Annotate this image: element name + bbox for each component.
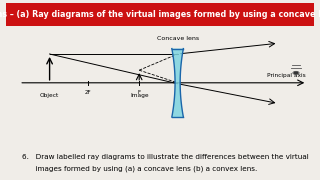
- Text: 6.   Draw labelled ray diagrams to illustrate the differences between the virtua: 6. Draw labelled ray diagrams to illustr…: [22, 154, 309, 160]
- Text: 6. Ans – (a) Ray diagrams of the virtual images formed by using a concave lens.: 6. Ans – (a) Ray diagrams of the virtual…: [0, 10, 320, 19]
- Text: 2F: 2F: [85, 90, 91, 95]
- Text: F: F: [138, 90, 141, 95]
- Circle shape: [293, 71, 299, 74]
- Text: Concave lens: Concave lens: [156, 36, 199, 41]
- Polygon shape: [172, 49, 183, 117]
- Text: Principal axis: Principal axis: [267, 73, 306, 78]
- Bar: [6, 3, 314, 26]
- Text: images formed by using (a) a concave lens (b) a convex lens.: images formed by using (a) a concave len…: [22, 165, 258, 172]
- Ellipse shape: [293, 71, 299, 75]
- Text: Image: Image: [130, 93, 148, 98]
- Text: Object: Object: [40, 93, 59, 98]
